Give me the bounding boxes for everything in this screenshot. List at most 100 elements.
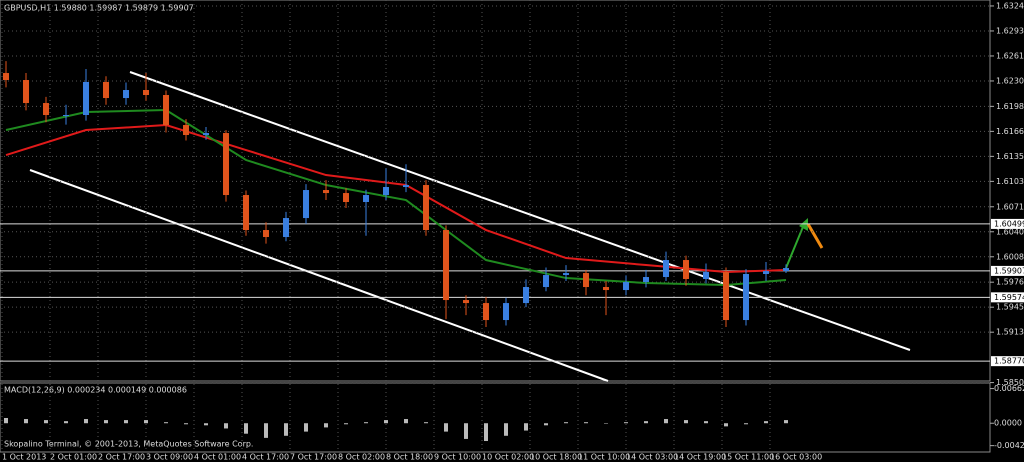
macd-bar <box>464 423 468 439</box>
main-frame <box>0 0 991 382</box>
macd-bar <box>684 420 688 424</box>
y-tick-label: 1.59450 <box>996 303 1024 312</box>
macd-bar <box>184 423 188 425</box>
y-tick-label: 1.62615 <box>996 51 1024 60</box>
channel-lower <box>29 169 609 382</box>
macd-bar <box>164 422 168 424</box>
y-tick-label: 1.63245 <box>996 1 1024 10</box>
candle-body <box>83 81 89 116</box>
macd-bar <box>584 422 588 424</box>
macd-bar <box>784 420 788 424</box>
y-tick-label: 1.62300 <box>996 76 1024 85</box>
macd-bar <box>4 418 8 424</box>
candle-body <box>563 273 569 276</box>
candle-body <box>383 187 389 196</box>
candle-body <box>623 282 629 291</box>
arrow-down <box>806 223 824 249</box>
macd-bar <box>444 423 448 432</box>
time-label: 3 Oct 09:00 <box>146 453 193 462</box>
macd-bar <box>144 420 148 424</box>
time-label: 2 Oct 17:00 <box>98 453 145 462</box>
candle-body <box>283 218 289 238</box>
macd-bar <box>744 423 748 425</box>
candle-body <box>403 185 409 188</box>
y-tick-label: 1.59135 <box>996 328 1024 337</box>
candle-body <box>783 268 789 272</box>
level-box <box>991 356 1024 367</box>
candle-body <box>503 303 509 321</box>
candle-body <box>743 274 749 321</box>
time-label: 14 Oct 19:00 <box>674 453 726 462</box>
time-label: 4 Oct 17:00 <box>242 453 289 462</box>
macd-bar <box>364 422 368 424</box>
header: GBPUSD,H1 1.59880 1.59987 1.59879 1.5990… <box>4 4 194 13</box>
macd-bar <box>644 421 648 424</box>
level-label: 1.60499 <box>994 219 1024 228</box>
y-tick-label: 1.61980 <box>996 102 1024 111</box>
macd-bar <box>284 423 288 436</box>
macd-bar <box>524 423 528 431</box>
macd-bar <box>724 423 728 427</box>
macd-tick-label: 0.0000 <box>994 419 1022 428</box>
candle-body <box>603 287 609 291</box>
macd-bar <box>564 422 568 424</box>
macd-bar <box>664 419 668 424</box>
time-label: 7 Oct 17:00 <box>290 453 337 462</box>
moving-average <box>5 109 787 287</box>
macd-bar <box>24 419 28 424</box>
macd-label: MACD(12,26,9) 0.000234 0.000149 0.000086 <box>4 386 187 395</box>
macd-bar <box>404 419 408 424</box>
candle-body <box>103 81 109 99</box>
macd-bar <box>84 419 88 424</box>
level-box <box>991 292 1024 303</box>
candle-body <box>43 103 49 116</box>
arrow-head <box>799 218 808 231</box>
candle-body <box>303 190 309 219</box>
macd-bar <box>344 423 348 425</box>
candle-body <box>423 185 429 231</box>
macd-bar <box>124 420 128 424</box>
time-label: 10 Oct 02:00 <box>482 453 534 462</box>
candle-body <box>3 73 9 81</box>
time-label: 4 Oct 01:00 <box>194 453 241 462</box>
level-label: 1.59574 <box>994 293 1024 302</box>
macd-bar <box>704 421 708 424</box>
candle-body <box>543 275 549 288</box>
time-label: 16 Oct 03:00 <box>770 453 822 462</box>
macd-bar <box>764 421 768 424</box>
time-label: 10 Oct 18:00 <box>530 453 582 462</box>
macd-bar <box>624 422 628 424</box>
candle-body <box>363 195 369 203</box>
y-tick-label: 1.61350 <box>996 152 1024 161</box>
level-label: 1.58770 <box>994 357 1024 366</box>
candle-body <box>223 133 229 196</box>
candle-body <box>143 90 149 96</box>
macd-bar <box>304 423 308 432</box>
time-label: 11 Oct 10:00 <box>578 453 630 462</box>
candle-body <box>583 273 589 288</box>
y-tick-label: 1.60400 <box>996 227 1024 236</box>
time-label: 15 Oct 11:00 <box>722 453 774 462</box>
macd-bar <box>224 423 228 429</box>
candle-body <box>443 230 449 301</box>
candle-body <box>323 190 329 194</box>
candle-body <box>243 195 249 231</box>
macd-bar <box>604 423 608 424</box>
time-label: 8 Oct 18:00 <box>386 453 433 462</box>
footer: Skopalino Terminal, © 2001-2013, MetaQuo… <box>4 440 253 449</box>
time-label: 9 Oct 10:00 <box>434 453 481 462</box>
macd-bar <box>244 423 248 434</box>
arrow-up <box>785 221 806 269</box>
macd-tick-label: 0.006624 <box>994 384 1024 393</box>
y-tick-label: 1.58500 <box>996 378 1024 387</box>
macd-tick-label: -0.004284 <box>994 441 1024 450</box>
candle-body <box>163 95 169 126</box>
level-label: 1.59907 <box>994 266 1024 275</box>
time-label: 1 Oct 2013 <box>2 453 46 462</box>
candle-body <box>643 277 649 283</box>
candle-body <box>683 260 689 280</box>
macd-bar <box>324 423 328 428</box>
channel-upper <box>129 71 911 351</box>
